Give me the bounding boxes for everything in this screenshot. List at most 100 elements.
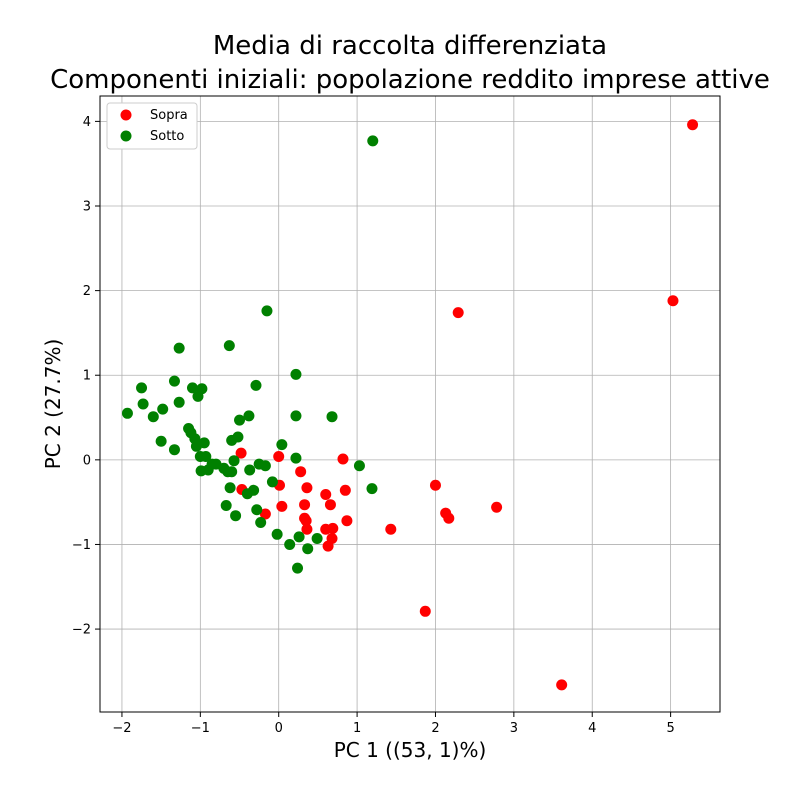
x-tick-label: 1 <box>353 721 361 736</box>
data-points <box>121 119 699 691</box>
legend: Sopra Sotto <box>106 102 198 150</box>
series-sotto <box>121 135 379 574</box>
data-point <box>276 500 288 512</box>
data-point <box>366 483 378 495</box>
data-point <box>173 342 185 354</box>
data-point <box>136 382 148 394</box>
data-point <box>226 466 238 478</box>
data-point <box>320 489 332 501</box>
data-point <box>276 439 288 451</box>
data-point <box>200 450 212 462</box>
data-point <box>230 510 242 522</box>
data-point <box>290 410 302 422</box>
data-point <box>248 484 260 496</box>
data-point <box>259 508 271 520</box>
y-tick-label: −2 <box>72 623 91 638</box>
data-point <box>157 403 169 415</box>
data-point <box>223 340 235 352</box>
data-point <box>202 464 214 476</box>
data-point <box>244 464 256 476</box>
y-tick-label: 0 <box>83 453 91 468</box>
data-point <box>147 411 159 423</box>
data-point <box>300 515 312 527</box>
data-point <box>667 295 679 307</box>
x-tick-label: 4 <box>588 721 596 736</box>
data-point <box>155 435 167 447</box>
y-tick-label: 2 <box>83 284 91 299</box>
data-point <box>322 540 334 552</box>
axis-ticks: −2 −1 0 1 2 3 4 5 −2 −1 0 1 2 3 4 <box>72 115 675 736</box>
data-point <box>251 504 263 516</box>
data-point <box>290 452 302 464</box>
y-tick-label: 1 <box>83 369 91 384</box>
data-point <box>687 119 699 131</box>
data-point <box>255 516 267 528</box>
data-point <box>261 305 273 317</box>
data-point <box>234 414 246 426</box>
data-point <box>326 411 338 423</box>
data-point <box>273 450 285 462</box>
data-point <box>337 453 349 465</box>
data-point <box>452 307 464 319</box>
grid-lines <box>100 96 720 712</box>
data-point <box>121 407 133 419</box>
y-tick-label: −1 <box>72 538 91 553</box>
data-point <box>299 499 311 511</box>
data-point <box>353 460 365 472</box>
x-tick-label: −1 <box>191 721 210 736</box>
y-tick-label: 3 <box>83 200 91 215</box>
data-point <box>228 455 240 467</box>
data-point <box>301 482 313 494</box>
data-point <box>429 479 441 491</box>
x-tick-label: 3 <box>510 721 518 736</box>
data-point <box>250 379 262 391</box>
y-tick-label: 4 <box>83 115 91 130</box>
data-point <box>443 512 455 524</box>
data-point <box>226 434 238 446</box>
data-point <box>301 523 313 535</box>
legend-marker-sopra <box>120 109 132 121</box>
data-point <box>302 543 314 555</box>
legend-label-sopra: Sopra <box>150 108 188 123</box>
data-point <box>293 531 305 543</box>
data-point <box>168 444 180 456</box>
data-point <box>341 515 353 527</box>
data-point <box>266 476 278 488</box>
legend-marker-sotto <box>120 130 132 142</box>
data-point <box>327 522 339 534</box>
data-point <box>556 679 568 691</box>
data-point <box>192 390 204 402</box>
data-point <box>235 447 247 459</box>
data-point <box>295 466 307 478</box>
x-tick-label: −2 <box>112 721 131 736</box>
data-point <box>224 482 236 494</box>
data-point <box>168 375 180 387</box>
x-tick-label: 2 <box>431 721 439 736</box>
x-tick-label: 0 <box>275 721 283 736</box>
data-point <box>173 396 185 408</box>
data-point <box>290 368 302 380</box>
data-point <box>311 533 323 545</box>
x-tick-label: 5 <box>666 721 674 736</box>
data-point <box>324 499 336 511</box>
data-point <box>367 135 379 147</box>
plot-frame <box>99 95 721 713</box>
data-point <box>271 528 283 540</box>
data-point <box>385 523 397 535</box>
data-point <box>292 562 304 574</box>
data-point <box>491 501 503 513</box>
y-axis-label: PC 2 (27.7%) <box>41 339 65 470</box>
chart-subtitle: Componenti iniziali: popolazione reddito… <box>50 65 770 95</box>
data-point <box>243 410 255 422</box>
data-point <box>339 484 351 496</box>
data-point <box>220 500 232 512</box>
data-point <box>198 437 210 449</box>
legend-label-sotto: Sotto <box>150 129 184 144</box>
series-sopra <box>235 119 699 691</box>
data-point <box>186 382 198 394</box>
data-point <box>284 538 296 550</box>
x-axis-label: PC 1 ((53, 1)%) <box>334 738 487 762</box>
data-point <box>419 605 431 617</box>
chart-title: Media di raccolta differenziata <box>213 31 607 61</box>
